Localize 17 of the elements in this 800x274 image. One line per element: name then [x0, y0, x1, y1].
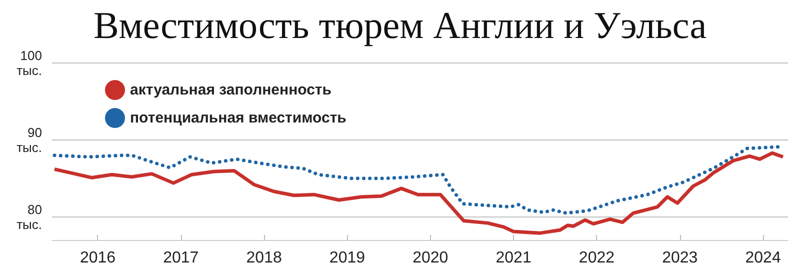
- x-tick-label: 2022: [578, 250, 615, 266]
- line-series: [52, 151, 785, 235]
- y-tick-label: 80 тыс.: [16, 202, 42, 232]
- legend-label: потенциальная вместимость: [130, 110, 346, 126]
- y-tick-label: 90 тыс.: [16, 124, 42, 155]
- x-tick-label: 2016: [80, 250, 116, 266]
- x-tick-label: 2018: [246, 250, 282, 266]
- x-tick-label: 2020: [412, 250, 448, 266]
- x-tick-label: 2024: [745, 250, 781, 266]
- legend-label: актуальная заполненность: [130, 82, 332, 98]
- x-tick-label: 2019: [329, 250, 366, 266]
- x-tick-label: 2021: [496, 250, 532, 266]
- x-tick-label: 2017: [163, 250, 199, 266]
- chart-title: Вместимость тюрем Англии и Уэльса: [93, 5, 707, 47]
- y-tick-label: 100 тыс.: [16, 48, 42, 78]
- x-tick-label: 2023: [662, 250, 698, 266]
- line-series: [52, 145, 780, 215]
